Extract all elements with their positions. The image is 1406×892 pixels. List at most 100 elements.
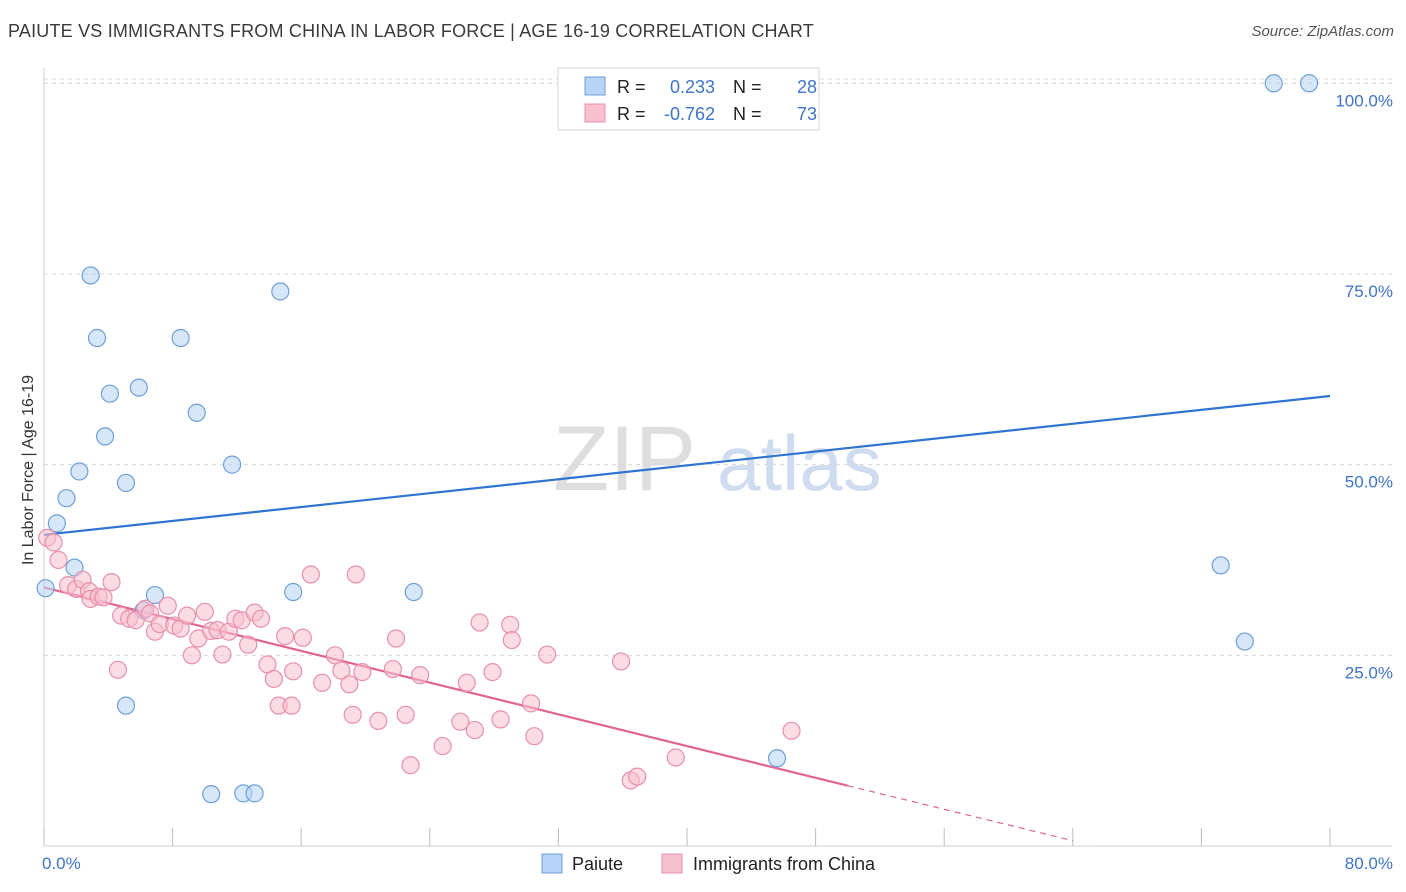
china-point-9 — [94, 588, 113, 607]
china-point-47 — [343, 705, 362, 724]
paiute-n-label: N = — [733, 77, 762, 97]
china-point-43 — [312, 673, 332, 692]
y-axis-label: In Labor Force | Age 16-19 — [20, 375, 37, 565]
china-point-38 — [276, 627, 295, 646]
gridlines — [44, 78, 1392, 656]
paiute-point-26 — [1211, 556, 1230, 575]
china-point-1 — [44, 533, 63, 552]
bottom-legend-paiute: Paiute — [572, 854, 623, 874]
paiute-point-5 — [81, 266, 100, 285]
china-point-62 — [491, 710, 510, 729]
paiute-point-9 — [116, 473, 136, 493]
china-point-66 — [525, 727, 544, 746]
paiute-point-25 — [1300, 74, 1319, 93]
paiute-point-4 — [70, 462, 89, 481]
chart-title: PAIUTE VS IMMIGRANTS FROM CHINA IN LABOR… — [8, 21, 815, 41]
china-point-36 — [264, 669, 283, 689]
china-point-42 — [301, 565, 320, 584]
x-tick-min: 0.0% — [42, 854, 81, 873]
bottom-legend-china: Immigrants from China — [693, 854, 876, 874]
china-point-54 — [401, 756, 420, 775]
paiute-point-12 — [145, 585, 165, 605]
china-point-57 — [451, 712, 470, 731]
china-point-51 — [383, 659, 402, 679]
china-point-64 — [502, 630, 521, 650]
legend-swatch-china — [584, 103, 606, 123]
china-point-39 — [282, 696, 301, 715]
y-tick-labels: 25.0% 50.0% 75.0% 100.0% — [1335, 91, 1393, 682]
china-r-label: R = — [617, 104, 646, 124]
china-n-label: N = — [733, 104, 762, 124]
china-r-value: -0.762 — [664, 104, 715, 124]
china-point-53 — [396, 705, 415, 724]
watermark-zip: ZIP — [553, 408, 696, 510]
paiute-point-6 — [87, 328, 107, 348]
china-point-63 — [501, 615, 520, 634]
china-point-52 — [386, 629, 406, 648]
paiute-n-value: 28 — [797, 77, 817, 97]
china-point-67 — [538, 645, 557, 664]
china-point-70 — [628, 767, 647, 786]
china-point-55 — [411, 666, 430, 685]
x-tick-max: 80.0% — [1345, 854, 1393, 873]
china-point-48 — [346, 565, 365, 584]
china-point-25 — [195, 602, 214, 621]
china-point-50 — [369, 711, 388, 731]
china-point-49 — [353, 662, 372, 682]
paiute-point-0 — [36, 579, 55, 598]
china-trendline-extension — [847, 785, 1073, 842]
china-point-45 — [332, 661, 351, 680]
china-point-10 — [102, 572, 121, 592]
china-point-34 — [251, 609, 271, 628]
legend-swatch-paiute — [584, 76, 606, 96]
paiute-point-24 — [1264, 74, 1283, 93]
china-point-59 — [465, 720, 484, 740]
paiute-point-15 — [187, 403, 206, 422]
paiute-point-19 — [404, 582, 423, 602]
china-point-71 — [666, 748, 685, 767]
paiute-point-22 — [245, 784, 264, 803]
china-point-56 — [433, 736, 452, 756]
paiute-point-10 — [129, 378, 148, 397]
china-point-68 — [611, 652, 631, 671]
china-point-58 — [457, 673, 476, 692]
watermark: ZIP atlas — [553, 408, 882, 510]
china-point-19 — [158, 596, 177, 615]
paiute-point-18 — [284, 582, 303, 602]
china-point-60 — [470, 613, 489, 632]
paiute-point-27 — [1235, 632, 1254, 651]
paiute-r-label: R = — [617, 77, 646, 97]
china-point-11 — [108, 660, 128, 679]
y-tick-label-0: 25.0% — [1345, 663, 1393, 682]
china-point-40 — [284, 662, 303, 681]
china-point-46 — [340, 675, 359, 694]
china-point-2 — [49, 550, 68, 570]
data-points — [36, 74, 1319, 804]
paiute-r-value: 0.233 — [670, 77, 715, 97]
stats-legend: R = 0.233 N = 28 R = -0.762 N = 73 — [557, 67, 820, 131]
paiute-point-17 — [271, 282, 290, 301]
china-point-41 — [293, 628, 312, 647]
china-point-28 — [213, 645, 232, 664]
source-label: Source: ZipAtlas.com — [1251, 23, 1394, 40]
series-legend: Paiute Immigrants from China — [541, 853, 876, 874]
paiute-point-1 — [47, 514, 66, 533]
paiute-point-8 — [100, 384, 120, 403]
y-tick-label-2: 75.0% — [1345, 282, 1393, 301]
y-tick-label-1: 50.0% — [1345, 473, 1393, 492]
china-point-22 — [177, 606, 197, 625]
bottom-legend-swatch-china — [661, 853, 683, 874]
china-point-23 — [182, 646, 201, 665]
watermark-atlas: atlas — [717, 419, 882, 507]
paiute-point-20 — [202, 785, 221, 804]
bottom-legend-swatch-paiute — [541, 853, 563, 874]
china-point-32 — [239, 635, 258, 654]
china-point-65 — [521, 694, 541, 713]
china-n-value: 73 — [797, 104, 817, 124]
paiute-point-14 — [171, 328, 190, 348]
paiute-point-23 — [767, 749, 787, 768]
china-point-72 — [782, 721, 801, 740]
paiute-point-13 — [116, 696, 136, 715]
china-point-44 — [325, 646, 345, 665]
